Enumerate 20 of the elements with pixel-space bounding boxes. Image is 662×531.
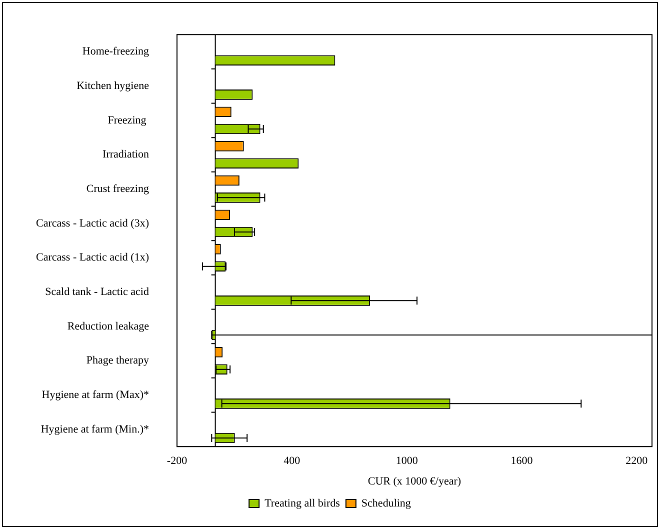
y-tick-label: Scald tank - Lactic acid xyxy=(45,286,150,298)
x-axis-title: CUR (x 1000 €/year) xyxy=(368,475,462,488)
x-tick-label: 2200 xyxy=(626,455,648,468)
y-tick-label: Hygiene at farm (Min.)* xyxy=(40,423,149,436)
y-tick-label: Reduction leakage xyxy=(67,320,150,332)
y-tick-label: Home-freezing xyxy=(82,46,150,58)
x-tick-label: -200 xyxy=(166,455,188,468)
legend-label: Treating all birds xyxy=(264,497,340,510)
y-tick-label: Carcass - Lactic acid (3x) xyxy=(36,217,150,230)
y-tick-label: Irradiation xyxy=(102,148,150,161)
x-tick-label: 1000 xyxy=(396,455,418,468)
y-tick-label: Carcass - Lactic acid (1x) xyxy=(36,252,150,264)
x-tick-label: 1600 xyxy=(510,455,534,468)
y-tick-label: Hygiene at farm (Max)* xyxy=(42,388,149,401)
y-tick-label: Freezing xyxy=(108,114,149,126)
legend-label: Scheduling xyxy=(361,497,412,510)
y-tick-label: Phage therapy xyxy=(86,354,150,367)
y-tick-label: Crust freezing xyxy=(86,182,150,195)
y-tick-label: Kitchen hygiene xyxy=(76,80,150,92)
x-tick-label: 400 xyxy=(284,455,301,468)
